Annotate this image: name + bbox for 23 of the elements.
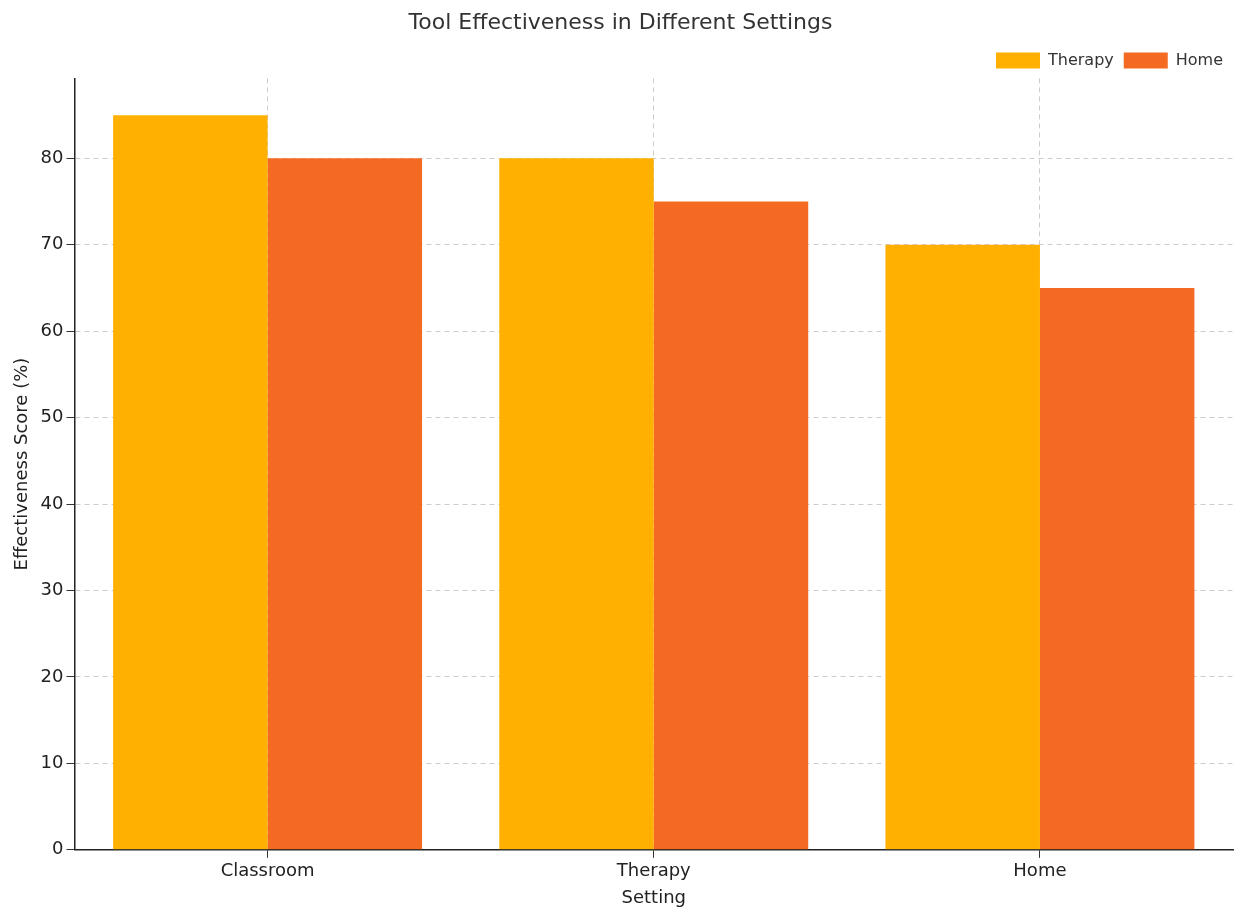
y-tick-label: 70	[40, 232, 64, 254]
x-axis-title: Setting	[621, 885, 686, 907]
x-tick-label: Therapy	[615, 859, 692, 881]
chart-title: Tool Effectiveness in Different Settings	[407, 8, 833, 34]
legend-label: Home	[1175, 49, 1223, 69]
y-tick-label: 20	[40, 664, 64, 686]
bar	[653, 201, 809, 850]
y-tick-label: 30	[40, 578, 64, 600]
y-tick-label: 10	[40, 751, 64, 773]
bar	[885, 244, 1040, 850]
bar	[1039, 288, 1195, 850]
y-tick-label: 60	[40, 318, 64, 340]
legend-label: Therapy	[1046, 49, 1114, 69]
x-tick-label: Classroom	[220, 859, 315, 881]
y-tick-label: 80	[40, 146, 64, 168]
y-tick-label: 50	[40, 405, 64, 427]
bar	[113, 115, 268, 850]
y-tick-label: 0	[52, 837, 64, 859]
x-tick-label: Home	[1013, 859, 1067, 881]
y-axis-title: Effectiveness Score (%)	[10, 357, 32, 571]
bar	[267, 158, 423, 850]
y-tick-label: 40	[40, 491, 64, 513]
bar	[499, 158, 654, 850]
